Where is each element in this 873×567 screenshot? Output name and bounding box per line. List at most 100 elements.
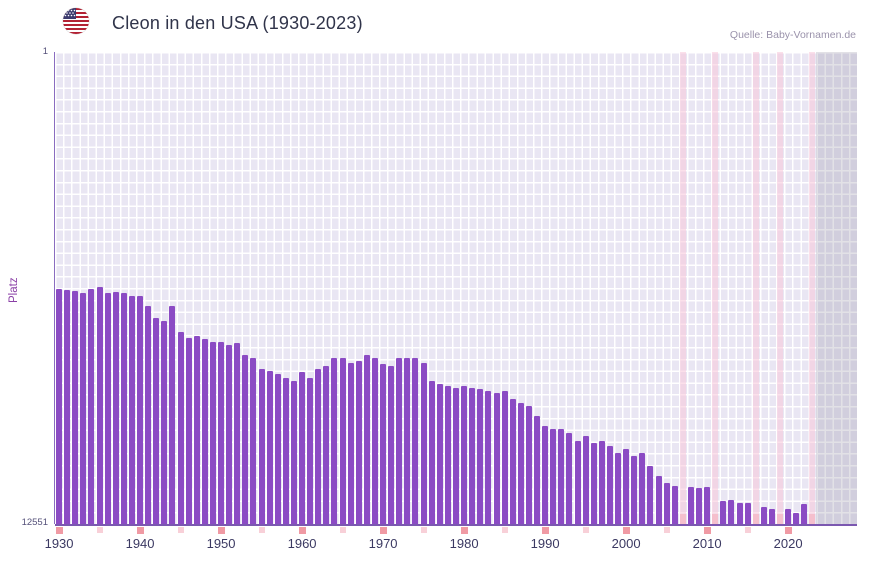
bar-1968[interactable] (363, 355, 370, 524)
bar-1938[interactable] (120, 292, 127, 524)
x-tick-label-1980: 1980 (449, 536, 479, 551)
bar-1948[interactable] (201, 338, 208, 524)
bar-1984[interactable] (493, 392, 500, 524)
bar-1976[interactable] (428, 380, 435, 524)
bar-2013[interactable] (728, 499, 735, 524)
bar-2003[interactable] (647, 465, 654, 524)
bar-1963[interactable] (323, 365, 330, 524)
bar-1950[interactable] (218, 341, 225, 524)
bar-1934[interactable] (88, 288, 95, 524)
y-axis-top-label: 1 (42, 46, 48, 57)
missing-year-column-2019 (777, 52, 784, 524)
bar-2006[interactable] (671, 485, 678, 524)
bar-1982[interactable] (477, 388, 484, 524)
bar-1981[interactable] (469, 387, 476, 524)
bar-1957[interactable] (274, 373, 281, 524)
bar-1955[interactable] (258, 368, 265, 524)
bar-1964[interactable] (331, 358, 338, 524)
bar-1962[interactable] (315, 368, 322, 524)
bar-1942[interactable] (153, 318, 160, 524)
bar-1946[interactable] (185, 337, 192, 524)
bar-1997[interactable] (598, 440, 605, 524)
bar-2004[interactable] (655, 475, 662, 524)
x-tick-label-1990: 1990 (530, 536, 560, 551)
bar-1973[interactable] (404, 358, 411, 524)
bar-1944[interactable] (169, 306, 176, 524)
bar-1966[interactable] (347, 362, 354, 524)
bar-1972[interactable] (396, 358, 403, 524)
bar-1935[interactable] (96, 287, 103, 524)
bar-1960[interactable] (299, 372, 306, 524)
us-flag-icon (62, 7, 90, 35)
bar-1965[interactable] (339, 357, 346, 524)
bar-1930[interactable] (56, 288, 63, 524)
plot-area (55, 52, 857, 524)
bar-2005[interactable] (663, 482, 670, 524)
bar-2012[interactable] (720, 501, 727, 524)
bar-1937[interactable] (112, 291, 119, 524)
bar-2009[interactable] (696, 488, 703, 524)
bar-1999[interactable] (615, 452, 622, 524)
bar-2002[interactable] (639, 452, 646, 524)
bar-1998[interactable] (606, 445, 613, 524)
bar-1995[interactable] (582, 435, 589, 524)
bar-1974[interactable] (412, 357, 419, 524)
x-minor-tick-1995 (582, 527, 589, 533)
bar-1933[interactable] (80, 293, 87, 524)
bar-2018[interactable] (768, 508, 775, 524)
bar-1958[interactable] (282, 378, 289, 524)
bar-1971[interactable] (388, 365, 395, 524)
bar-1961[interactable] (307, 378, 314, 524)
bar-1970[interactable] (380, 363, 387, 524)
bar-1943[interactable] (161, 320, 168, 524)
bar-1949[interactable] (209, 342, 216, 524)
bar-2015[interactable] (744, 502, 751, 524)
bar-1992[interactable] (558, 428, 565, 524)
bar-1959[interactable] (290, 380, 297, 524)
bar-1975[interactable] (420, 362, 427, 524)
bar-1940[interactable] (137, 296, 144, 524)
bar-1978[interactable] (444, 385, 451, 524)
bar-1969[interactable] (371, 357, 378, 524)
bar-2001[interactable] (631, 455, 638, 524)
bar-1986[interactable] (509, 398, 516, 524)
bar-2008[interactable] (687, 487, 694, 524)
bar-1991[interactable] (550, 428, 557, 524)
x-tick-label-1970: 1970 (368, 536, 398, 551)
bar-1989[interactable] (534, 415, 540, 524)
bar-1980[interactable] (461, 385, 468, 524)
bar-1977[interactable] (436, 383, 443, 524)
bar-2020[interactable] (785, 508, 792, 524)
bar-1931[interactable] (64, 289, 71, 524)
bar-1990[interactable] (542, 425, 549, 524)
missing-year-marker-2011 (712, 514, 719, 524)
bar-1987[interactable] (517, 402, 524, 524)
bar-1996[interactable] (590, 442, 597, 524)
bar-1983[interactable] (485, 390, 492, 524)
bar-2014[interactable] (736, 503, 743, 524)
bar-1936[interactable] (104, 293, 111, 524)
missing-year-marker-2016 (752, 514, 759, 524)
bar-1985[interactable] (501, 390, 508, 524)
bar-1979[interactable] (453, 387, 459, 524)
bar-2017[interactable] (760, 507, 767, 524)
bar-1932[interactable] (72, 290, 79, 524)
bar-1947[interactable] (193, 335, 200, 524)
bar-1941[interactable] (145, 305, 152, 524)
bar-1988[interactable] (525, 405, 532, 524)
bar-2021[interactable] (793, 512, 800, 524)
bar-1952[interactable] (234, 343, 241, 524)
bar-1951[interactable] (226, 345, 233, 524)
bar-1967[interactable] (355, 360, 362, 524)
bar-1956[interactable] (266, 370, 273, 524)
missing-year-column-2007 (679, 52, 686, 524)
bar-2000[interactable] (623, 448, 630, 524)
bar-1945[interactable] (177, 332, 184, 524)
bar-1954[interactable] (250, 358, 257, 524)
bar-2022[interactable] (801, 504, 808, 524)
bar-1993[interactable] (566, 432, 573, 524)
bar-2010[interactable] (704, 487, 711, 524)
bar-1953[interactable] (242, 355, 249, 524)
bar-1939[interactable] (128, 295, 135, 524)
bar-1994[interactable] (574, 440, 581, 524)
